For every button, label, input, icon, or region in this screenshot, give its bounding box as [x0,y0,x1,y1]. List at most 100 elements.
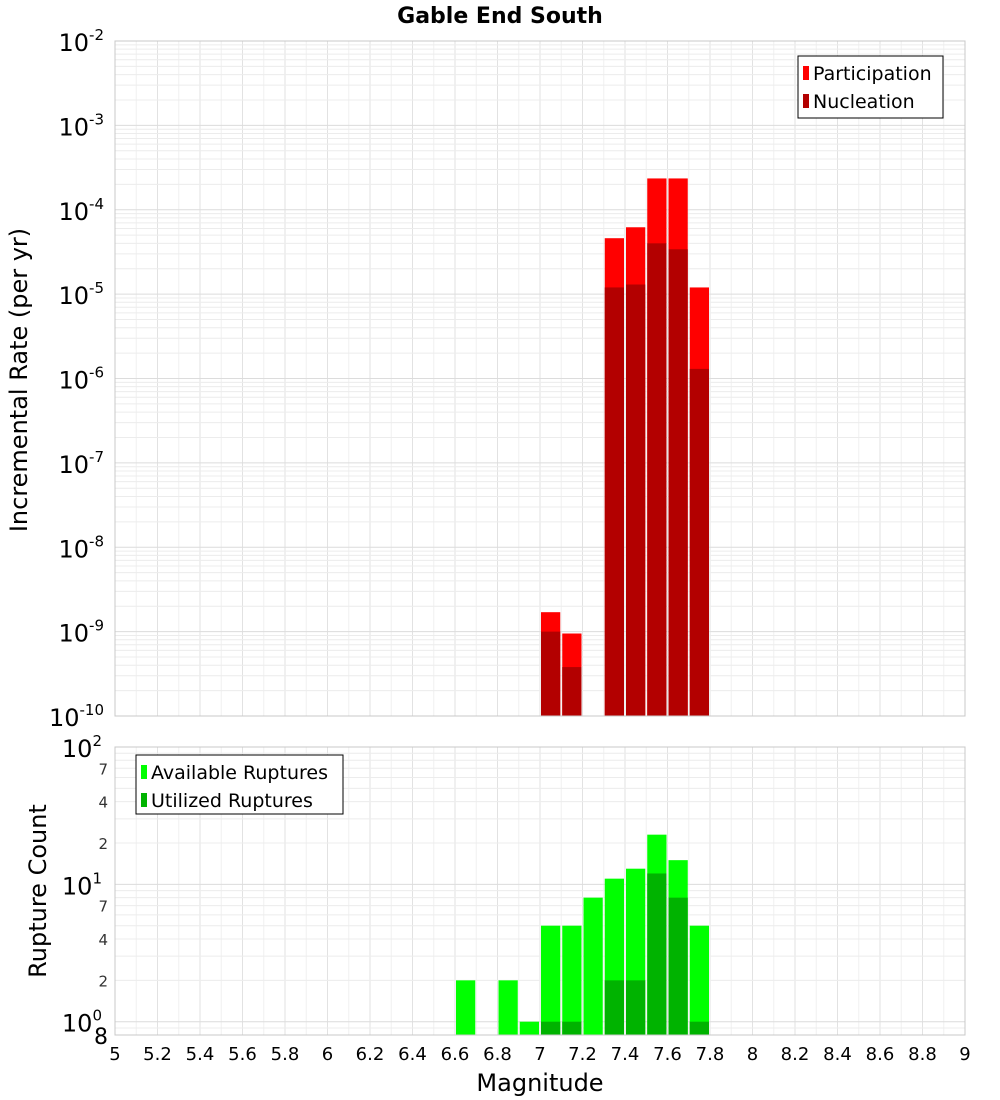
tick-exponent: -10 [80,701,105,719]
x-tick-label: 5.6 [228,1044,257,1065]
y-tick-label-minor: 4 [98,931,108,949]
legend-label: Participation [813,63,932,85]
y-tick-label-minor: 2 [98,972,108,990]
y-tick-label: 10-6 [58,364,104,395]
x-tick-label: 5.2 [143,1044,172,1065]
legend-label: Available Ruptures [151,762,328,784]
x-tick-label: 7.8 [696,1044,725,1065]
y-tick-label-low: 8 [94,1025,108,1050]
y-tick-label: 10-3 [58,110,104,141]
tick-base: 10 [49,704,80,732]
legend-box [135,754,344,815]
bar [541,925,561,1035]
x-tick-label: 6.4 [398,1044,427,1065]
tick-base: 10 [62,1010,93,1038]
x-tick-label: 7.6 [653,1044,682,1065]
bar [541,1021,561,1035]
bar [604,980,624,1035]
y-tick-label: 10-4 [58,195,104,226]
tick-base: 10 [58,198,89,226]
rate-plot-frame [114,40,966,717]
y-tick-label-minor: 2 [98,835,108,853]
bar [541,631,561,716]
bar [668,897,688,1035]
count-plot-frame [114,746,966,1036]
bar [562,667,582,716]
y-tick-label-minor: 4 [98,794,108,812]
y-tick-label: 10-2 [58,26,104,57]
bar [689,925,709,1035]
bar [604,287,624,716]
tick-exponent: -6 [89,364,104,382]
legend-swatch [141,793,147,807]
bar [519,1021,539,1035]
x-tick-label: 8.4 [823,1044,852,1065]
tick-exponent: -3 [89,110,104,128]
tick-base: 10 [58,29,89,57]
bar [562,1021,582,1035]
chart-title: Gable End South [397,4,603,29]
x-axis-label: Magnitude [476,1069,603,1097]
bar [583,897,603,1035]
x-tick-label: 6.6 [441,1044,470,1065]
rate-grid [114,40,966,717]
legend-swatch [803,66,809,80]
tick-exponent: 1 [92,869,102,887]
x-tick-label: 5 [109,1044,120,1065]
x-tick-label: 9 [959,1044,970,1065]
bar [647,243,667,717]
rate-legend: Participation Nucleation [797,55,944,119]
tick-base: 10 [62,872,93,900]
x-tick-label: 8.8 [908,1044,937,1065]
rate-bars [541,178,709,717]
x-tick-label: 6.8 [483,1044,512,1065]
bar [626,980,646,1035]
tick-base: 10 [58,451,89,479]
y-tick-label: 10-5 [58,279,104,310]
x-tick-label: 7.2 [568,1044,597,1065]
tick-base: 10 [58,620,89,648]
bar [562,925,582,1035]
x-tick-label: 6 [322,1044,333,1065]
y-tick-label: 10-8 [58,532,104,563]
bar [626,284,646,716]
y-tick-label-minor: 7 [98,760,108,778]
tick-exponent: -4 [89,195,104,213]
y-tick-label: 10-10 [49,701,104,732]
legend-label: Utilized Ruptures [151,790,313,812]
legend-swatch [141,765,147,779]
tick-exponent: -5 [89,279,104,297]
tick-base: 10 [58,367,89,395]
y-tick-label: 100 [62,1007,102,1038]
legend-label: Nucleation [813,91,915,113]
tick-exponent: 0 [92,1007,102,1025]
x-tick-label: 8 [747,1044,758,1065]
x-tick-label: 6.2 [356,1044,385,1065]
x-tick-label: 7 [534,1044,545,1065]
rate-y-axis-label: Incremental Rate (per yr) [5,228,33,532]
x-tick-label: 8.2 [781,1044,810,1065]
bar [668,249,688,716]
y-tick-label: 10-9 [58,617,104,648]
tick-base: 10 [58,113,89,141]
bar [689,1021,709,1035]
x-tick-label: 5.4 [186,1044,215,1065]
bar [689,368,709,716]
bar [647,873,667,1035]
tick-exponent: -9 [89,617,104,635]
tick-base: 10 [58,282,89,310]
y-tick-label: 10-7 [58,448,104,479]
y-tick-label: 101 [62,869,102,900]
x-tick-labels: 5 5.2 5.4 5.6 5.8 6 6.2 6.4 6.6 6.8 7 7.2 7.4 7.6 7.8 8… [109,1044,970,1065]
tick-exponent: -2 [89,26,104,44]
tick-exponent: 2 [92,732,102,750]
legend-swatch [803,94,809,108]
x-tick-label: 7.4 [611,1044,640,1065]
bar [498,980,518,1035]
tick-base: 10 [58,535,89,563]
count-y-axis-label: Rupture Count [24,804,52,978]
legend-box [797,55,944,119]
